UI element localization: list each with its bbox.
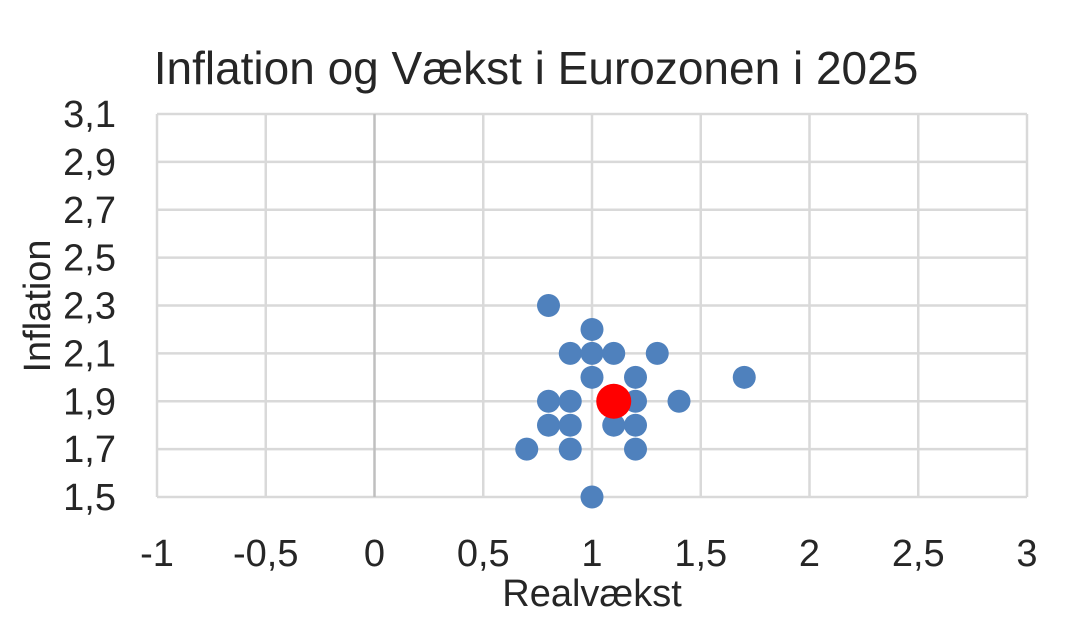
x-tick-label: 0,5 [457, 533, 510, 575]
data-point [624, 365, 647, 389]
data-point [558, 389, 582, 413]
y-tick-label: 2,3 [63, 286, 116, 328]
data-point [580, 365, 604, 389]
x-tick-label: -0,5 [233, 533, 298, 575]
data-point [558, 413, 582, 437]
data-point [602, 413, 626, 437]
data-point [732, 365, 756, 389]
x-axis-tick-labels: -1 -0,5 0 0,5 1 1,5 2 2,5 3 [140, 533, 1037, 575]
data-point [667, 389, 691, 413]
data-point [580, 317, 604, 341]
data-point [537, 389, 560, 413]
data-point [515, 437, 539, 461]
x-tick-label: 2,5 [892, 533, 945, 575]
y-tick-label: 1,7 [63, 429, 116, 471]
data-point [537, 413, 560, 437]
x-tick-label: 1,5 [674, 533, 727, 575]
gridlines [155, 112, 1029, 499]
x-tick-label: 2 [799, 533, 820, 575]
data-point [558, 341, 582, 365]
data-points [515, 294, 756, 509]
y-tick-label: 2,5 [63, 238, 116, 280]
data-point [624, 413, 647, 437]
data-point [624, 437, 647, 461]
x-tick-label: -1 [140, 533, 174, 575]
y-axis-title: Inflation [17, 239, 59, 372]
x-tick-label: 3 [1016, 533, 1037, 575]
x-tick-label: 0 [364, 533, 385, 575]
y-tick-label: 2,9 [63, 142, 116, 184]
data-point [645, 341, 669, 365]
data-point [537, 294, 560, 317]
chart-title: Inflation og Vækst i Eurozonen i 2025 [154, 42, 919, 94]
x-tick-label: 1 [581, 533, 602, 575]
y-tick-label: 2,1 [63, 333, 116, 375]
data-point [580, 341, 604, 365]
y-tick-label: 2,7 [63, 190, 116, 232]
y-tick-label: 3,1 [63, 94, 116, 136]
x-axis-title: Realvækst [502, 573, 682, 615]
y-axis-tick-labels: 1,5 1,7 1,9 2,1 2,3 2,5 2,7 2,9 3,1 [63, 94, 116, 519]
data-point [580, 485, 604, 509]
highlight-point [596, 383, 632, 419]
data-point [602, 341, 626, 365]
data-point [558, 437, 582, 461]
y-tick-label: 1,9 [63, 381, 116, 423]
y-tick-label: 1,5 [63, 477, 116, 519]
